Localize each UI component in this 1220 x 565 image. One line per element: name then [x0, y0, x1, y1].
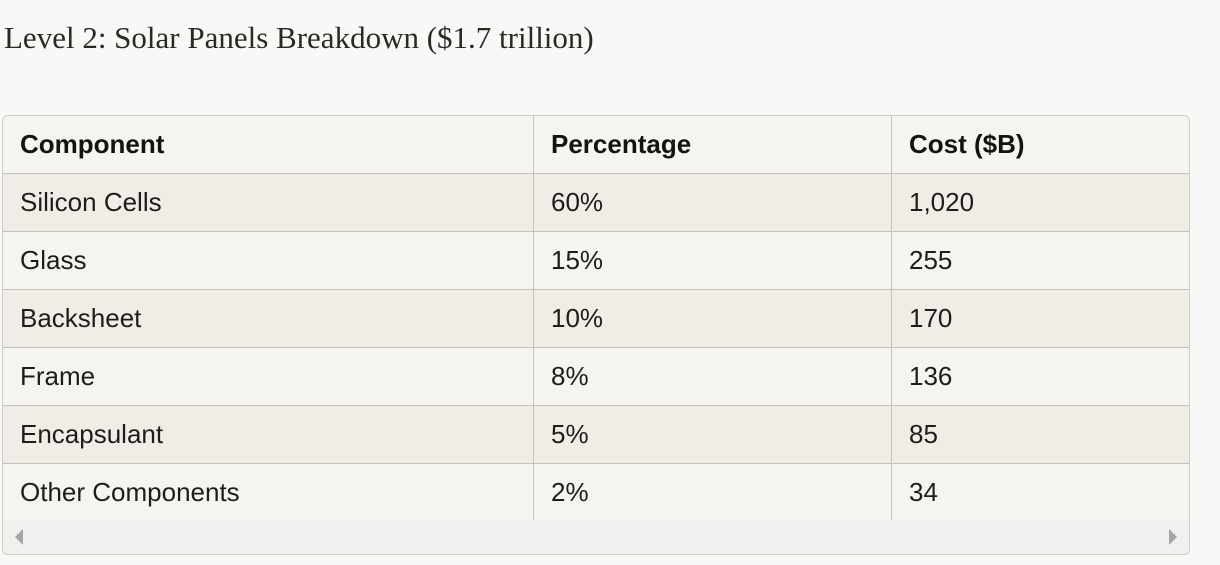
percentage-cell: 8%	[533, 347, 892, 406]
column-header-cost: Cost ($B)	[891, 116, 1189, 174]
cost-cell: 34	[891, 463, 1189, 520]
cost-cell: 170	[891, 289, 1189, 348]
table-row: Glass 15% 255	[3, 231, 1189, 290]
percentage-cell: 2%	[533, 463, 892, 520]
cost-cell: 1,020	[891, 173, 1189, 232]
percentage-cell: 15%	[533, 231, 892, 290]
table-container: Component Percentage Cost ($B) Silicon C…	[2, 115, 1190, 555]
solar-panels-breakdown-table: Component Percentage Cost ($B) Silicon C…	[3, 116, 1189, 520]
table-row: Other Components 2% 34	[3, 463, 1189, 520]
table-header-row: Component Percentage Cost ($B)	[3, 116, 1189, 174]
component-cell: Silicon Cells	[3, 173, 534, 232]
cost-cell: 85	[891, 405, 1189, 464]
component-cell: Encapsulant	[3, 405, 534, 464]
table-row: Frame 8% 136	[3, 347, 1189, 406]
cost-cell: 255	[891, 231, 1189, 290]
component-cell: Glass	[3, 231, 534, 290]
column-header-percentage: Percentage	[533, 116, 892, 174]
cost-cell: 136	[891, 347, 1189, 406]
component-cell: Backsheet	[3, 289, 534, 348]
component-cell: Frame	[3, 347, 534, 406]
table-row: Encapsulant 5% 85	[3, 405, 1189, 464]
column-header-component: Component	[3, 116, 534, 174]
component-cell: Other Components	[3, 463, 534, 520]
triangle-right-icon[interactable]	[1169, 529, 1177, 545]
table-row: Silicon Cells 60% 1,020	[3, 173, 1189, 232]
percentage-cell: 5%	[533, 405, 892, 464]
percentage-cell: 10%	[533, 289, 892, 348]
triangle-left-icon[interactable]	[15, 529, 23, 545]
horizontal-scrollbar[interactable]	[3, 520, 1189, 554]
table-row: Backsheet 10% 170	[3, 289, 1189, 348]
section-heading: Level 2: Solar Panels Breakdown ($1.7 tr…	[4, 20, 594, 55]
percentage-cell: 60%	[533, 173, 892, 232]
